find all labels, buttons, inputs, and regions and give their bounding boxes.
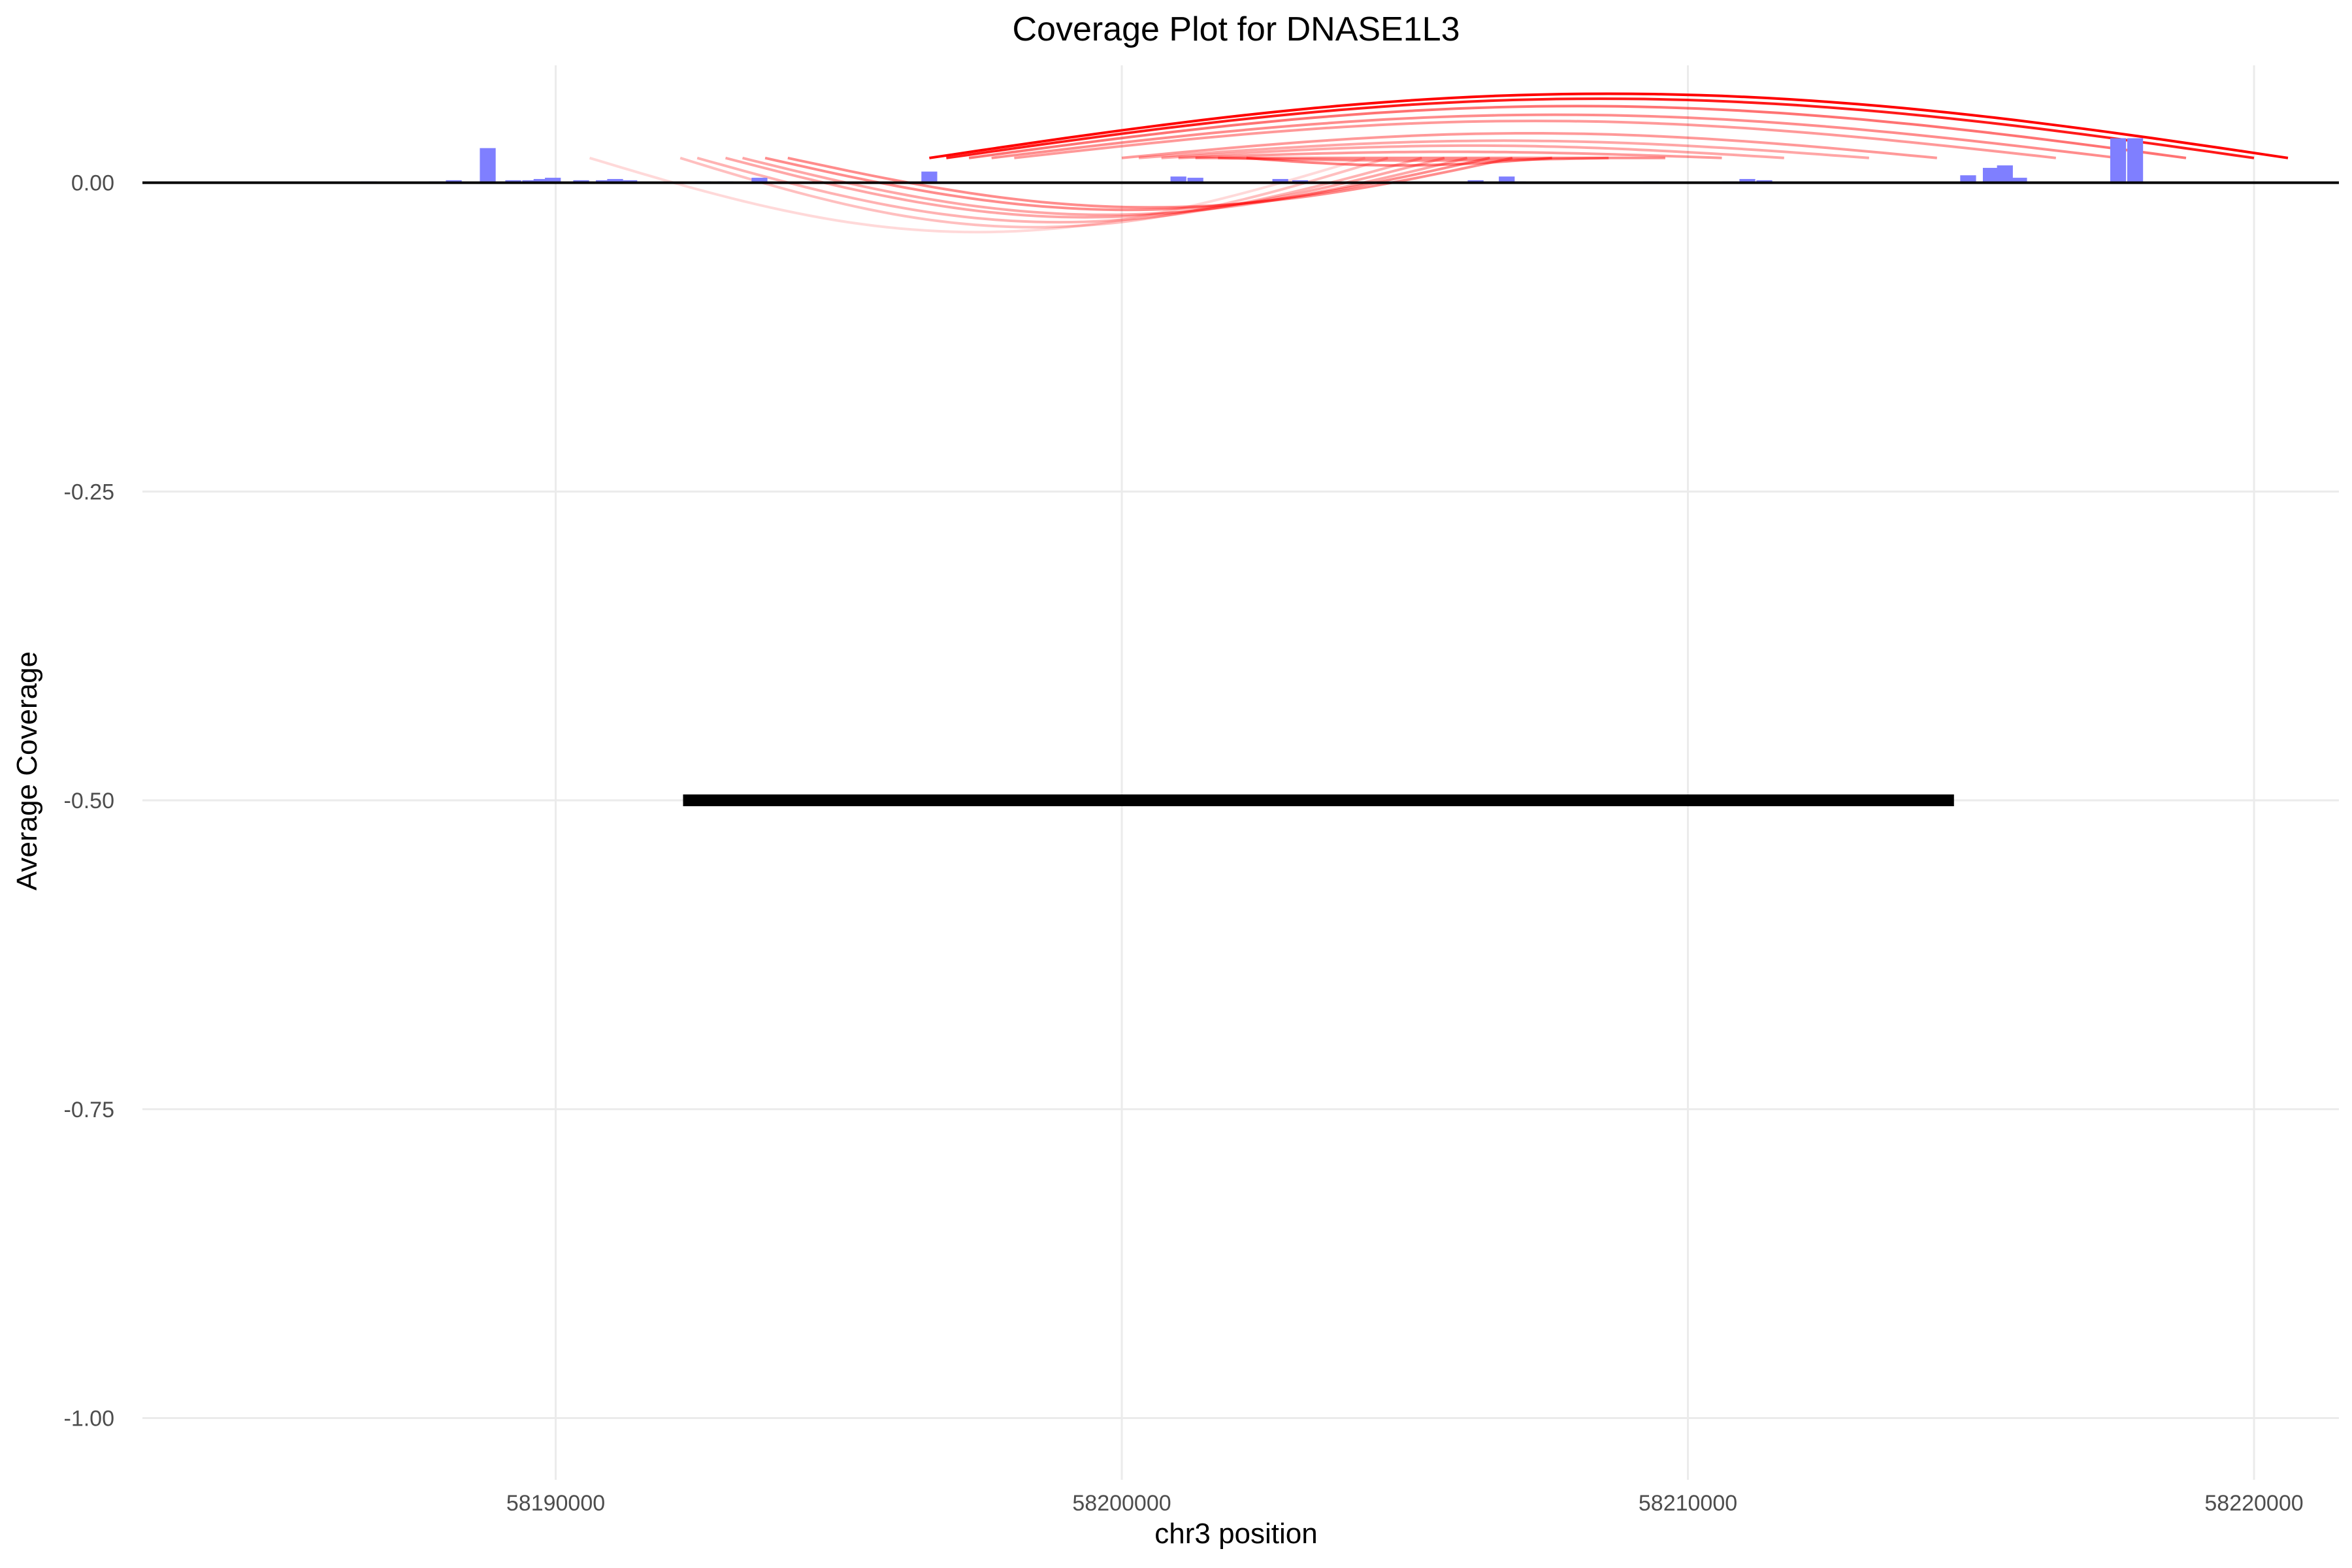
x-tick-label: 58210000 <box>1639 1491 1737 1516</box>
coverage-bar <box>2110 138 2127 183</box>
loop-arc <box>725 156 1445 219</box>
loop-arc <box>742 156 1468 216</box>
loop-arc <box>589 156 1366 234</box>
coverage-bar <box>2011 178 2027 183</box>
coverage-bar <box>751 178 768 183</box>
coverage-bar <box>1997 165 2013 183</box>
loop-arc <box>696 156 1422 224</box>
coverage-bar <box>480 148 496 183</box>
loop-arc <box>1014 120 2057 159</box>
y-tick-label: -1.00 <box>64 1406 115 1431</box>
loop-arc <box>1121 132 1937 159</box>
loop-arc <box>1138 139 1869 159</box>
coverage-bar <box>1187 178 1203 183</box>
x-axis-title: chr3 position <box>1154 1518 1317 1550</box>
x-axis-ticks: 58190000 58200000 58210000 58220000 <box>506 1491 2304 1516</box>
coverage-bar <box>1982 167 1999 183</box>
coverage-bar <box>1739 178 1756 183</box>
coverage-bar <box>1170 176 1186 183</box>
coverage-bar <box>1499 176 1515 183</box>
chart-title: Coverage Plot for DNASE1L3 <box>1012 10 1460 48</box>
loop-arc <box>1246 156 1552 167</box>
loop-arc <box>929 92 2289 159</box>
coverage-bar <box>533 178 550 183</box>
y-tick-label: -0.25 <box>64 480 115 504</box>
loop-arc <box>968 105 2187 159</box>
coverage-bar <box>1960 175 1976 183</box>
coverage-bar <box>2127 138 2144 183</box>
y-tick-label: -0.50 <box>64 789 115 813</box>
y-tick-label: -0.75 <box>64 1098 115 1122</box>
loop-arc <box>991 113 2119 159</box>
loop-arc <box>1178 150 1722 159</box>
gridlines <box>142 65 2339 1480</box>
y-tick-label: 0.00 <box>71 171 114 196</box>
coverage-bar <box>921 171 938 183</box>
loop-arc <box>679 156 1388 229</box>
x-tick-label: 58190000 <box>506 1491 605 1516</box>
y-axis-ticks: -1.00 -0.75 -0.50 -0.25 0.00 <box>64 171 115 1431</box>
x-tick-label: 58220000 <box>2204 1491 2303 1516</box>
coverage-bar <box>545 178 561 183</box>
loop-arcs <box>589 92 2289 234</box>
y-axis-title: Average Coverage <box>11 651 43 890</box>
loop-arc <box>1161 144 1784 159</box>
loop-arc <box>946 97 2255 159</box>
coverage-bar <box>1272 178 1288 183</box>
coverage-bar <box>607 178 623 183</box>
x-tick-label: 58200000 <box>1072 1491 1171 1516</box>
